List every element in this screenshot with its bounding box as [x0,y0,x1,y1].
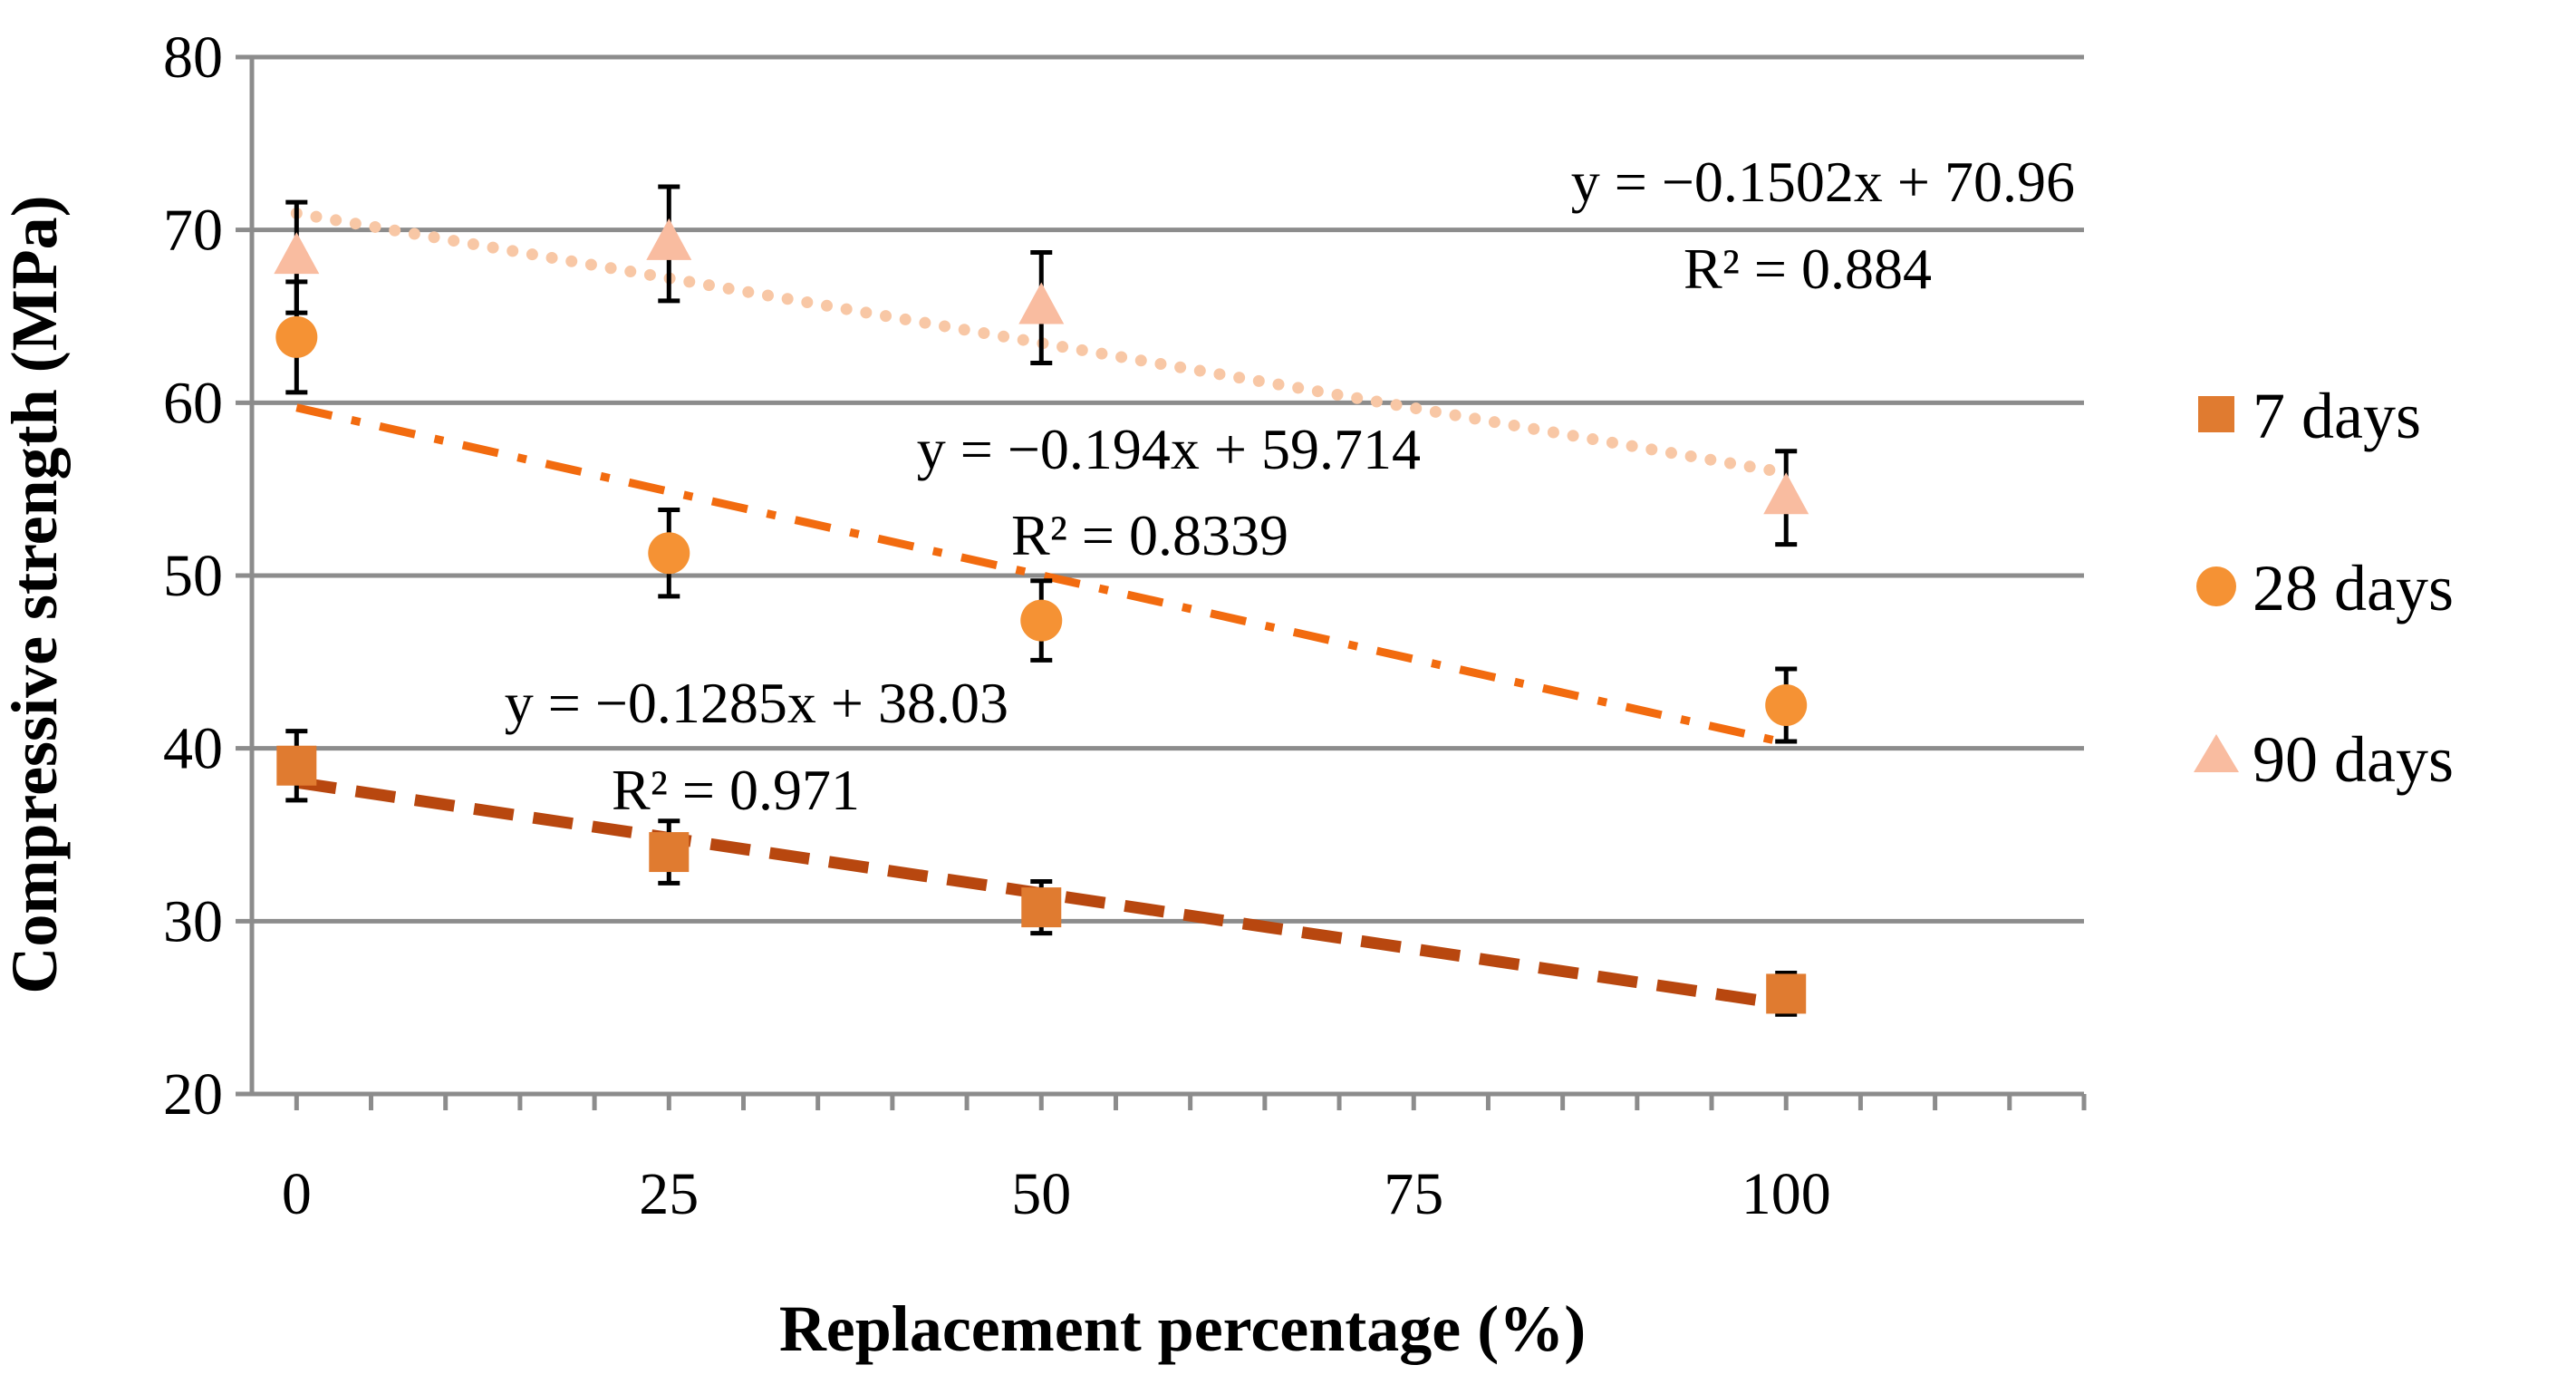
equation-90-days: y = −0.1502x + 70.96 [1571,150,2075,214]
y-tick-label: 50 [163,543,223,609]
y-tick-label: 80 [163,24,223,91]
r2-28-days: R² = 0.8339 [1011,503,1288,567]
r2-90-days: R² = 0.884 [1684,237,1932,301]
point-28-days [1020,599,1063,642]
point-90-days [646,218,692,260]
legend-marker-7-days [2198,396,2234,432]
point-7-days [1021,887,1062,928]
point-90-days [274,232,320,275]
error-bars [285,184,1798,1017]
axes [236,54,2087,1110]
x-axis-title: Replacement percentage (%) [779,1292,1586,1365]
legend-marker-28-days [2196,566,2236,606]
point-28-days [1765,684,1808,726]
x-tick-label: 100 [1741,1161,1831,1227]
y-tick-label: 70 [163,198,223,264]
point-90-days [1018,282,1065,324]
point-7-days [276,745,317,786]
y-tick-label: 30 [163,888,223,954]
point-7-days [1766,973,1807,1014]
y-tick-label: 60 [163,370,223,436]
x-tick-labels: 0 25 50 75 100 [282,1161,1831,1227]
r2-7-days: R² = 0.971 [612,758,860,822]
equation-7-days: y = −0.1285x + 38.03 [505,671,1008,735]
y-tick-label: 20 [163,1061,223,1128]
legend-marker-90-days [2194,734,2239,772]
legend: 7 days 28 days 90 days [2194,380,2454,796]
y-axis-title: Compressive strength (MPa) [0,195,71,993]
x-tick-label: 50 [1011,1161,1071,1227]
trend-equations: y = −0.1502x + 70.96 R² = 0.884 y = −0.1… [505,150,2075,822]
x-tick-label: 75 [1384,1161,1443,1227]
point-28-days [648,532,690,575]
legend-label-28-days: 28 days [2253,552,2454,624]
legend-label-90-days: 90 days [2253,723,2454,796]
point-28-days [275,315,318,358]
data-points [274,218,1809,1014]
x-tick-label: 25 [639,1161,699,1227]
y-tick-labels: 20 30 40 50 60 70 80 [163,24,223,1128]
x-tick-label: 0 [282,1161,312,1227]
y-tick-label: 40 [163,716,223,782]
equation-28-days: y = −0.194x + 59.714 [917,417,1421,481]
legend-label-7-days: 7 days [2253,380,2421,452]
gridlines [252,54,2084,924]
point-7-days [649,832,690,873]
point-90-days [1763,472,1809,515]
